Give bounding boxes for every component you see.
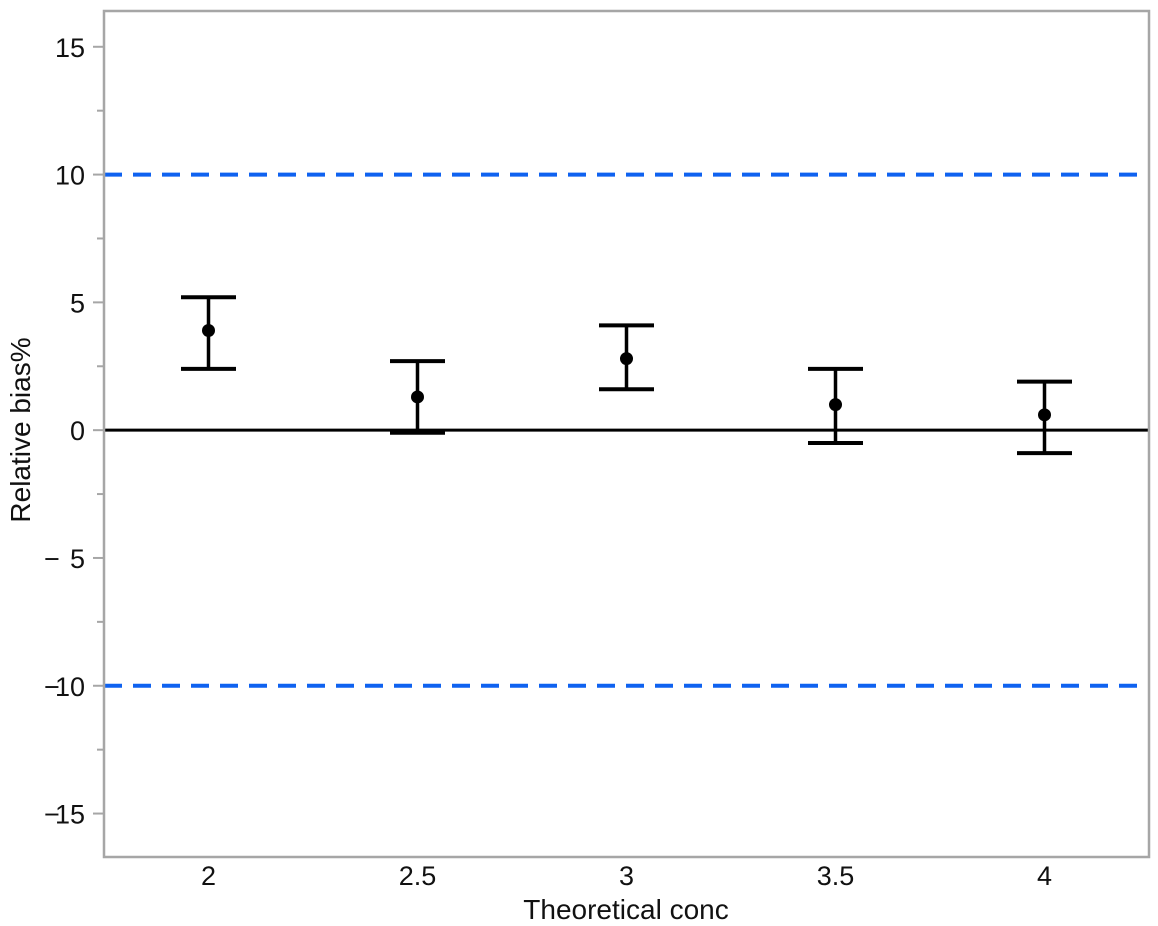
y-tick-minus-sign: − — [44, 544, 60, 574]
y-tick-label: 5 — [70, 288, 85, 318]
error-bar-point — [808, 366, 863, 445]
plot-frame — [102, 9, 1151, 859]
error-bar-point — [1017, 379, 1072, 456]
y-tick-label: 15 — [55, 33, 85, 63]
y-tick-label: 10 — [55, 161, 85, 191]
y-tick-label: 10 — [55, 672, 85, 702]
mean-marker — [829, 398, 842, 412]
y-tick-label: 0 — [70, 416, 85, 446]
error-bar-point — [181, 295, 236, 371]
y-tick-minus-sign: − — [44, 800, 60, 830]
x-tick-label: 3.5 — [817, 861, 855, 891]
mean-marker — [1038, 408, 1051, 422]
y-tick-label: 5 — [70, 544, 85, 574]
reference-lines-layer — [104, 172, 1149, 688]
y-axis-title: Relative bias% — [5, 337, 36, 522]
mean-marker — [411, 390, 424, 404]
mean-marker — [202, 323, 215, 337]
mean-marker — [620, 352, 633, 366]
y-tick-minus-sign: − — [44, 672, 60, 702]
error-bar-point — [390, 359, 445, 435]
x-tick-label: 2 — [201, 861, 216, 891]
y-tick-label: 15 — [55, 800, 85, 830]
data-points-layer — [181, 295, 1072, 456]
error-bar-point — [599, 323, 654, 392]
x-tick-label: 4 — [1037, 861, 1052, 891]
x-tick-label: 2.5 — [399, 861, 437, 891]
x-axis-title: Theoretical conc — [523, 894, 728, 925]
x-tick-label: 3 — [619, 861, 634, 891]
